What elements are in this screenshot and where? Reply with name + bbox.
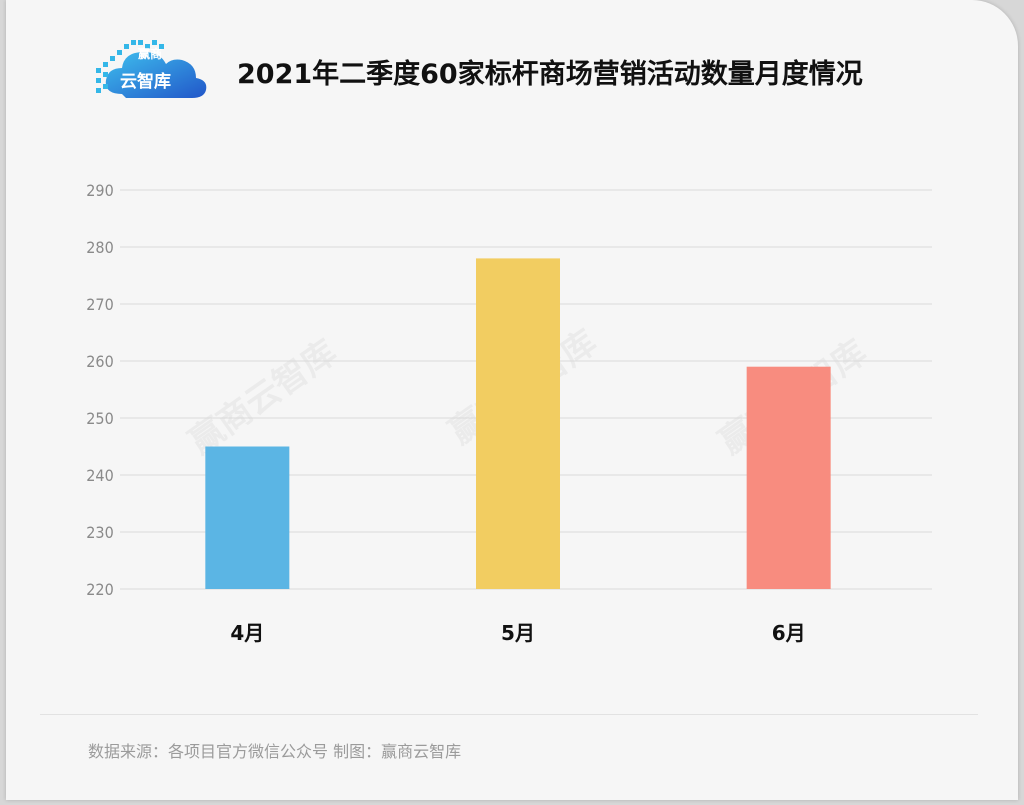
y-tick-label: 220 — [86, 580, 113, 599]
bar-chart: 220 230 240 250 260 270 280 290 4月 5月 6月 — [86, 181, 932, 645]
cloud-pixel-logo-icon: 赢商 云智库 — [92, 34, 214, 106]
logo-top-text: 赢商 — [138, 47, 163, 61]
x-category-label: 6月 — [772, 621, 806, 645]
y-tick-label: 260 — [86, 352, 113, 371]
y-tick-label: 290 — [86, 181, 113, 200]
y-tick-label: 280 — [86, 238, 113, 257]
x-category-label: 5月 — [501, 621, 535, 645]
x-category-label: 4月 — [230, 621, 264, 645]
y-tick-label: 240 — [86, 466, 113, 485]
bar-4月 — [205, 446, 290, 589]
chart-card: 赢商 云智库 2021年二季度60家标杆商场营销活动数量月度情况 赢商云智库 赢… — [6, 0, 1018, 800]
footer-divider — [40, 714, 978, 715]
y-tick-label: 250 — [86, 409, 113, 428]
bar-6月 — [746, 366, 831, 589]
bar-5月 — [476, 258, 560, 589]
chart-title: 2021年二季度60家标杆商场营销活动数量月度情况 — [237, 59, 863, 90]
data-source-note: 数据来源：各项目官方微信公众号 制图：赢商云智库 — [88, 742, 462, 761]
y-tick-label: 270 — [86, 295, 113, 314]
y-tick-label: 230 — [86, 523, 113, 542]
logo-main-text: 云智库 — [120, 72, 171, 92]
